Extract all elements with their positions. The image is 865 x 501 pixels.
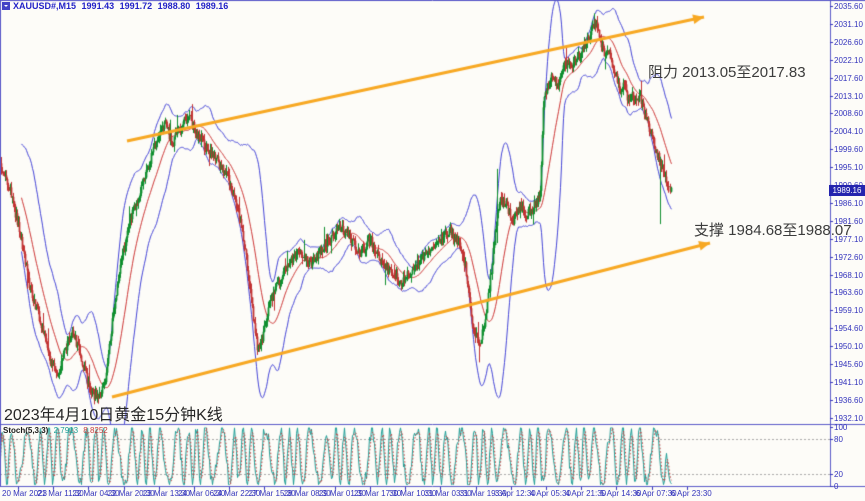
price-tick-label: 2013.10	[834, 91, 863, 101]
chart-caption: 2023年4月10日黄金15分钟K线	[4, 407, 223, 424]
price-tick-label: 2008.60	[834, 109, 863, 119]
symbol-dropdown-icon[interactable]	[2, 2, 10, 10]
price-tick-label: 1936.60	[834, 395, 863, 405]
price-tick-label: 1968.10	[834, 270, 863, 280]
price-tick-label: 2017.60	[834, 73, 863, 83]
time-tick-label: 29 Mar 17:30	[354, 489, 402, 498]
chart-title: XAUUSD#,M15 1991.43 1991.72 1988.80 1989…	[13, 1, 231, 11]
price-tick-label: 1954.60	[834, 324, 863, 334]
price-tick-label: 1972.60	[834, 252, 863, 262]
time-tick-label: 29 Mar 01:30	[318, 489, 366, 498]
time-tick-label: 22 Mar 04:30	[72, 489, 120, 498]
time-tick-label: 21 Mar 11:30	[37, 489, 84, 498]
stochastic-main-value: 2.7913	[53, 426, 79, 435]
time-tick-label: 6 Apr 07:30	[635, 489, 677, 498]
price-tick-label: 2031.10	[834, 19, 863, 29]
time-tick-label: 4 Apr 21:30	[565, 489, 607, 498]
price-tick-label: 1999.60	[834, 145, 863, 155]
time-tick-label: 20 Mar 2023	[2, 489, 47, 498]
price-tick-label: 1941.10	[834, 377, 863, 387]
price-tick-label: 1977.10	[834, 234, 863, 244]
resistance-annotation: 阻力 2013.05至2017.83	[648, 64, 806, 81]
price-tick-label: 1986.10	[834, 198, 863, 208]
oscillator-tick-label: 20	[834, 469, 843, 479]
time-tick-label: 6 Apr 23:30	[670, 489, 712, 498]
close-value: 1989.16	[195, 1, 229, 11]
time-tick-label: 30 Mar 10:30	[389, 489, 437, 498]
stochastic-label: Stoch(5,3,3) 2.7913 8.8252	[3, 426, 108, 435]
oscillator-tick-label: 100	[834, 423, 848, 432]
low-value: 1988.80	[157, 1, 191, 11]
support-annotation: 支撑 1984.68至1988.07	[694, 222, 852, 239]
stochastic-name: Stoch(5,3,3)	[3, 426, 49, 435]
time-tick-label: 27 Mar 15:30	[248, 489, 296, 498]
time-tick-label: 31 Mar 19:30	[459, 489, 507, 498]
price-tick-label: 2026.60	[834, 37, 863, 47]
time-tick-label: 31 Mar 03:30	[424, 489, 472, 498]
price-tick-label: 1981.60	[834, 216, 863, 226]
price-tick-label: 1959.10	[834, 306, 863, 316]
price-tick-label: 2004.10	[834, 127, 863, 137]
time-tick-label: 24 Mar 06:30	[178, 489, 226, 498]
time-tick-label: 28 Mar 08:30	[283, 489, 331, 498]
price-tick-label: 2035.60	[834, 2, 863, 11]
time-tick-label: 22 Mar 20:30	[107, 489, 155, 498]
oscillator-tick-label: 80	[834, 434, 843, 444]
time-tick-label: 3 Apr 12:30	[494, 489, 536, 498]
time-tick-label: 24 Mar 22:30	[213, 489, 261, 498]
price-tick-label: 1995.10	[834, 163, 863, 173]
time-tick-label: 4 Apr 05:30	[530, 489, 571, 498]
current-price-badge: 1989.16	[829, 185, 865, 197]
price-tick-label: 2022.10	[834, 55, 863, 65]
stochastic-signal-value: 8.8252	[83, 426, 108, 435]
price-tick-label: 1950.10	[834, 342, 863, 352]
high-value: 1991.72	[119, 1, 153, 11]
open-value: 1991.43	[81, 1, 115, 11]
price-tick-label: 1932.10	[834, 413, 863, 423]
price-tick-label: 1963.60	[834, 288, 863, 298]
symbol-label: XAUUSD#,M15	[13, 1, 77, 11]
oscillator-tick-label: 0	[834, 481, 839, 491]
time-tick-label: 23 Mar 13:30	[142, 489, 190, 498]
price-tick-label: 1945.60	[834, 360, 863, 369]
time-tick-label: 5 Apr 14:30	[600, 489, 642, 498]
